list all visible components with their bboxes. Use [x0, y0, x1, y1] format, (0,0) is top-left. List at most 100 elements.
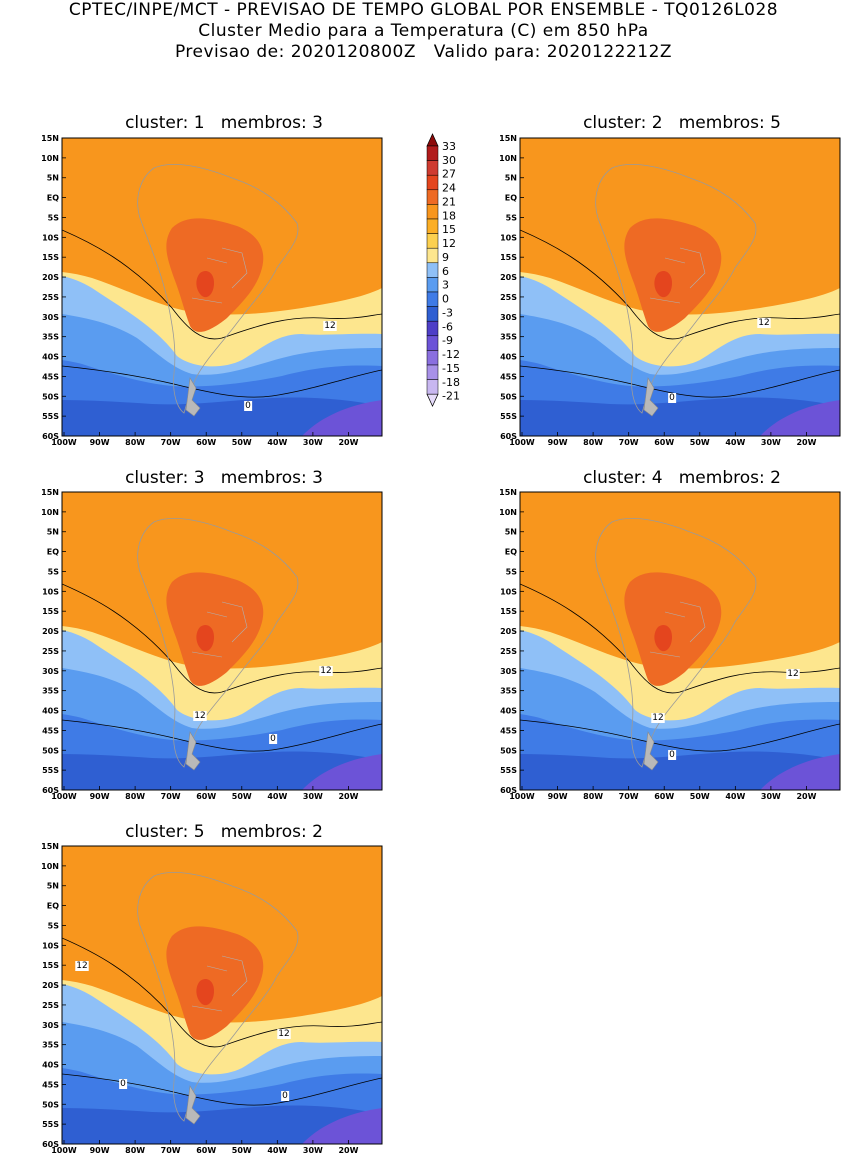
lat-label: 25S [500, 647, 517, 656]
panel-4-contour-label: 12 [652, 713, 663, 723]
colorbar-label: 3 [442, 279, 449, 292]
lat-label: 25S [42, 293, 59, 302]
lon-label: 40W [267, 438, 287, 447]
lat-label: 20S [500, 627, 517, 636]
lat-label: 45S [42, 726, 59, 735]
panel-1-map: 15N 10N 5N EQ 5S 10S 15S 20S 25S 30S 35S 40S 45S 50S 5… [41, 134, 383, 447]
panel-2-map: 15N 10N 5N EQ 5S 10S 15S 20S 25S 30S 35S 40S 45S 50S 5… [499, 134, 841, 447]
lat-label: 20S [42, 981, 59, 990]
contour-label-bg [281, 1091, 290, 1101]
panel-5-title: cluster: 5 membros: 2 [125, 822, 323, 842]
lon-label: 100W [509, 792, 535, 801]
header-line-1: CPTEC/INPE/MCT - PREVISAO DE TEMPO GLOBA… [68, 0, 779, 20]
lat-label: 40S [500, 707, 517, 716]
colorbar-top-arrow [426, 133, 439, 147]
colorbar-label: 21 [442, 195, 456, 208]
colorbar-label: 15 [442, 223, 456, 236]
lat-label: 45S [500, 372, 517, 381]
colorbar-swatch [426, 291, 439, 307]
lon-label: 50W [232, 792, 252, 801]
contour-label-bg [75, 961, 89, 971]
panel-3-title: cluster: 3 membros: 3 [125, 468, 323, 488]
lat-label: 35S [500, 333, 517, 342]
lat-label: 15S [42, 607, 59, 616]
lat-label: 50S [500, 746, 517, 755]
colorbar-label: -3 [442, 306, 453, 319]
lon-label: 60W [196, 438, 216, 447]
lon-label: 80W [125, 792, 145, 801]
contour-label-bg [668, 750, 677, 760]
panel-3-lon-labels: 100W 90W 80W 70W 60W 50W 40W 30W 20W [51, 792, 358, 801]
lon-label: 60W [196, 1146, 216, 1155]
lat-label: 35S [42, 1041, 59, 1050]
panel-3-ticks [62, 491, 349, 791]
colorbar-label: 24 [442, 182, 456, 195]
lon-label: 40W [267, 792, 287, 801]
lat-label: 20S [42, 627, 59, 636]
lon-label: 20W [338, 1146, 358, 1155]
lat-label: 10N [499, 508, 517, 517]
lon-label: 40W [725, 792, 745, 801]
lon-label: 40W [267, 1146, 287, 1155]
lon-label: 80W [125, 1146, 145, 1155]
colorbar-swatch [426, 364, 439, 380]
lat-label: 10S [42, 587, 59, 596]
contour-label-bg [269, 734, 278, 744]
panel-3-contour-label: 12 [194, 711, 205, 721]
colorbar-label: 18 [442, 209, 456, 222]
lon-label: 90W [548, 792, 568, 801]
lat-label: EQ [505, 548, 517, 557]
colorbar-label: 0 [442, 293, 449, 306]
panel-4-title: cluster: 4 membros: 2 [583, 468, 781, 488]
lat-label: 50S [42, 746, 59, 755]
lat-label: 25S [42, 647, 59, 656]
lon-label: 70W [161, 1146, 181, 1155]
lat-label: 40S [42, 353, 59, 362]
lon-label: 70W [161, 792, 181, 801]
lon-label: 100W [509, 438, 535, 447]
colorbar-label: 12 [442, 237, 456, 250]
colorbar-label: -12 [442, 348, 460, 361]
lat-label: 20S [500, 273, 517, 282]
lon-label: 20W [796, 792, 816, 801]
lon-label: 80W [583, 792, 603, 801]
lon-label: 20W [796, 438, 816, 447]
lat-label: 60S [42, 786, 59, 795]
lon-label: 30W [303, 792, 323, 801]
lat-label: 15S [42, 253, 59, 262]
colorbar-swatch [426, 218, 439, 234]
lat-label: 30S [500, 313, 517, 322]
lon-label: 30W [761, 438, 781, 447]
contour-label-bg [277, 1029, 291, 1039]
header-line-2: Cluster Medio para a Temperatura (C) em … [198, 21, 649, 41]
colorbar-swatch [426, 145, 439, 161]
colorbar-label: -21 [442, 390, 460, 403]
lon-label: 90W [90, 438, 110, 447]
lon-label: 80W [125, 438, 145, 447]
panel-1-title: cluster: 1 membros: 3 [125, 113, 323, 133]
colorbar-swatch [426, 277, 439, 293]
panel-5-lat-labels: 15N 10N 5N EQ 5S 10S 15S 20S 25S 30S 35S 40S 45S 50S 5… [41, 842, 59, 1149]
contour-label-bg [323, 321, 337, 331]
lon-label: 100W [51, 792, 77, 801]
header-line-3: Previsao de: 2020120800Z Valido para: 20… [174, 42, 673, 62]
lat-label: 30S [42, 1021, 59, 1030]
contour-label-bg [651, 713, 665, 723]
lat-label: 50S [42, 392, 59, 401]
lat-label: 20S [42, 273, 59, 282]
panel-3-map: 15N 10N 5N EQ 5S 10S 15S 20S 25S 30S 35S 40S 45S 50S 5… [41, 488, 383, 801]
panel-1-lon-labels: 100W 90W 80W 70W 60W 50W 40W 30W 20W [51, 438, 358, 447]
lat-label: 5N [505, 174, 517, 183]
lat-label: 15N [41, 488, 59, 497]
colorbar-swatch [426, 379, 439, 395]
lat-label: EQ [47, 194, 59, 203]
colorbar-label: -9 [442, 334, 453, 347]
lat-label: 10N [499, 154, 517, 163]
lat-label: 15S [500, 253, 517, 262]
colorbar-label: 9 [442, 251, 449, 264]
lat-label: 40S [42, 1061, 59, 1070]
panel-1-contour-label: 12 [324, 321, 335, 331]
lon-label: 100W [51, 1146, 77, 1155]
lat-label: 30S [42, 667, 59, 676]
